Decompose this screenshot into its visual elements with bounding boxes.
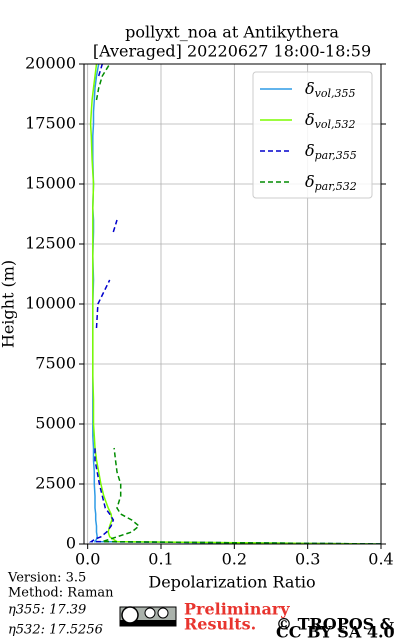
preliminary: Results. <box>184 615 256 634</box>
method: Method: Raman <box>8 586 114 601</box>
copyright: CC BY SA 4.0 License. <box>276 623 400 640</box>
preliminary: Preliminary <box>184 600 290 619</box>
plot-frame <box>83 63 382 545</box>
x-tick-label: 0.1 <box>148 550 173 569</box>
chart-subtitle: [Averaged] 20220627 18:00-18:59 <box>93 42 371 61</box>
eta355: η355: 17.39 <box>8 603 86 618</box>
y-tick-label: 7500 <box>35 354 76 373</box>
x-tick-label: 0.4 <box>368 550 393 569</box>
y-tick-label: 5000 <box>35 414 76 433</box>
y-tick-label: 12500 <box>25 234 76 253</box>
chart-title: pollyxt_noa at Antikythera <box>125 23 339 42</box>
y-tick-label: 20000 <box>25 54 76 73</box>
legend-label: δvol,355 <box>305 79 356 101</box>
plot <box>88 64 381 544</box>
profile-line <box>88 64 381 544</box>
y-tick-label: 15000 <box>25 174 76 193</box>
legend-label: δpar,355 <box>305 141 357 163</box>
y-tick-label: 2500 <box>35 474 76 493</box>
x-tick-label: 0.0 <box>75 550 100 569</box>
y-axis-label: Height (m) <box>0 260 18 348</box>
y-tick-label: 17500 <box>25 114 76 133</box>
y-tick-label: 10000 <box>25 294 76 313</box>
legend-label: δpar,532 <box>305 172 357 194</box>
version: Version: 3.5 <box>7 571 86 586</box>
cc-logo <box>119 606 177 627</box>
x-tick-label: 0.3 <box>295 550 320 569</box>
legend-label: δvol,532 <box>305 110 356 132</box>
y-tick-label: 0 <box>66 534 76 553</box>
x-axis-label: Depolarization Ratio <box>148 573 315 592</box>
eta532: η532: 17.5256 <box>8 623 103 638</box>
copyright: © TROPOS & NOA 2022. <box>276 615 400 634</box>
x-tick-label: 0.2 <box>222 550 247 569</box>
profile-line <box>95 64 381 544</box>
legend-box <box>252 71 373 199</box>
profile-line <box>89 64 381 544</box>
